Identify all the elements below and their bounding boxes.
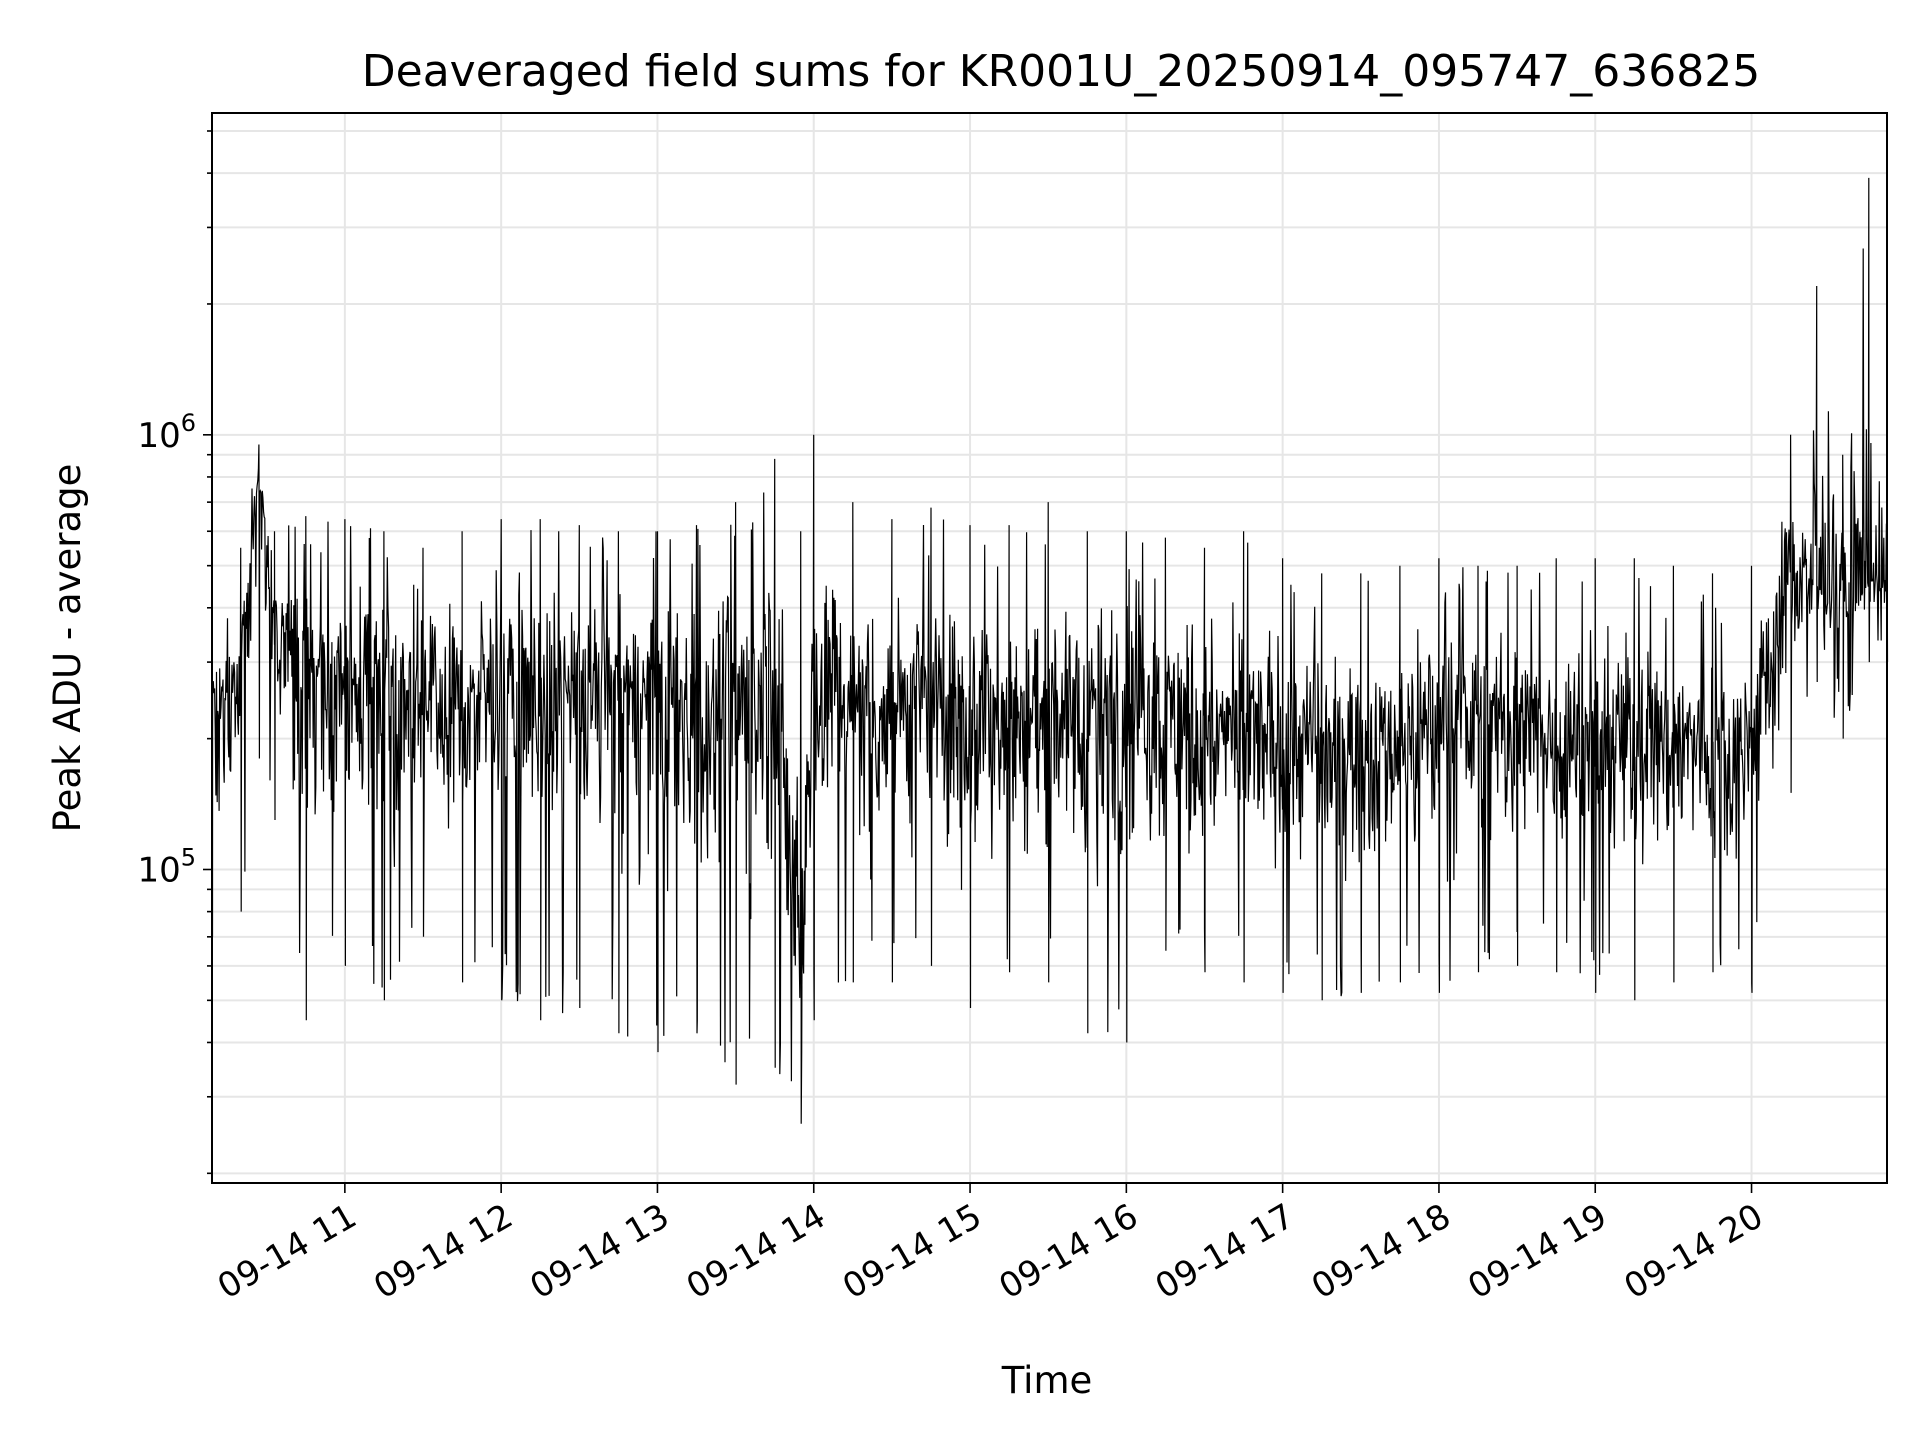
- y-axis-label: Peak ADU - average: [46, 464, 89, 833]
- plot-frame: [211, 112, 1888, 1184]
- chart-title: Deaveraged field sums for KR001U_2025091…: [362, 46, 1760, 97]
- series-line: [211, 177, 1889, 1124]
- y-tick-label: 105: [137, 843, 196, 890]
- series-layer: [211, 177, 1889, 1124]
- x-axis-label: Time: [1001, 1359, 1093, 1402]
- y-tick-exponent: 6: [181, 409, 196, 437]
- y-tick-exponent: 5: [181, 843, 196, 871]
